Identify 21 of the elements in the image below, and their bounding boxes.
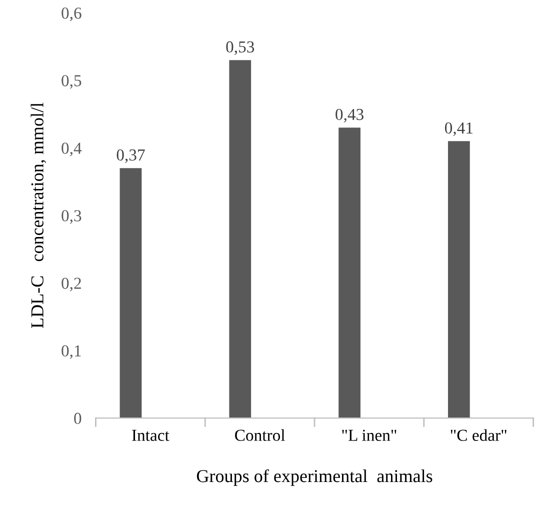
bar bbox=[448, 141, 470, 418]
y-tick-label: 0,2 bbox=[62, 278, 81, 292]
x-axis-title: Groups of experimental animals bbox=[196, 469, 432, 486]
bar bbox=[229, 60, 252, 418]
x-tick-label: "C edar" bbox=[450, 429, 506, 441]
data-label: 0,41 bbox=[444, 122, 473, 136]
y-tick-label: 0 bbox=[74, 412, 82, 424]
data-label: 0,37 bbox=[116, 149, 145, 164]
y-tick-label: 0,4 bbox=[62, 142, 82, 156]
data-label: 0,43 bbox=[336, 108, 364, 122]
x-tick-label: Control bbox=[235, 429, 285, 441]
data-label: 0,53 bbox=[226, 41, 254, 55]
y-tick-label: 0,1 bbox=[62, 345, 81, 359]
y-tick-label: 0,3 bbox=[62, 210, 82, 224]
y-tick-label: 0,5 bbox=[62, 75, 82, 89]
y-axis-title: LDL-C concentration, mmol/l bbox=[30, 102, 46, 328]
x-tick-label: Intact bbox=[132, 430, 170, 441]
y-tick-label: 0,6 bbox=[62, 8, 82, 22]
bar bbox=[120, 168, 142, 418]
x-tick-label: "L inen" bbox=[342, 430, 396, 441]
bar bbox=[338, 128, 360, 418]
